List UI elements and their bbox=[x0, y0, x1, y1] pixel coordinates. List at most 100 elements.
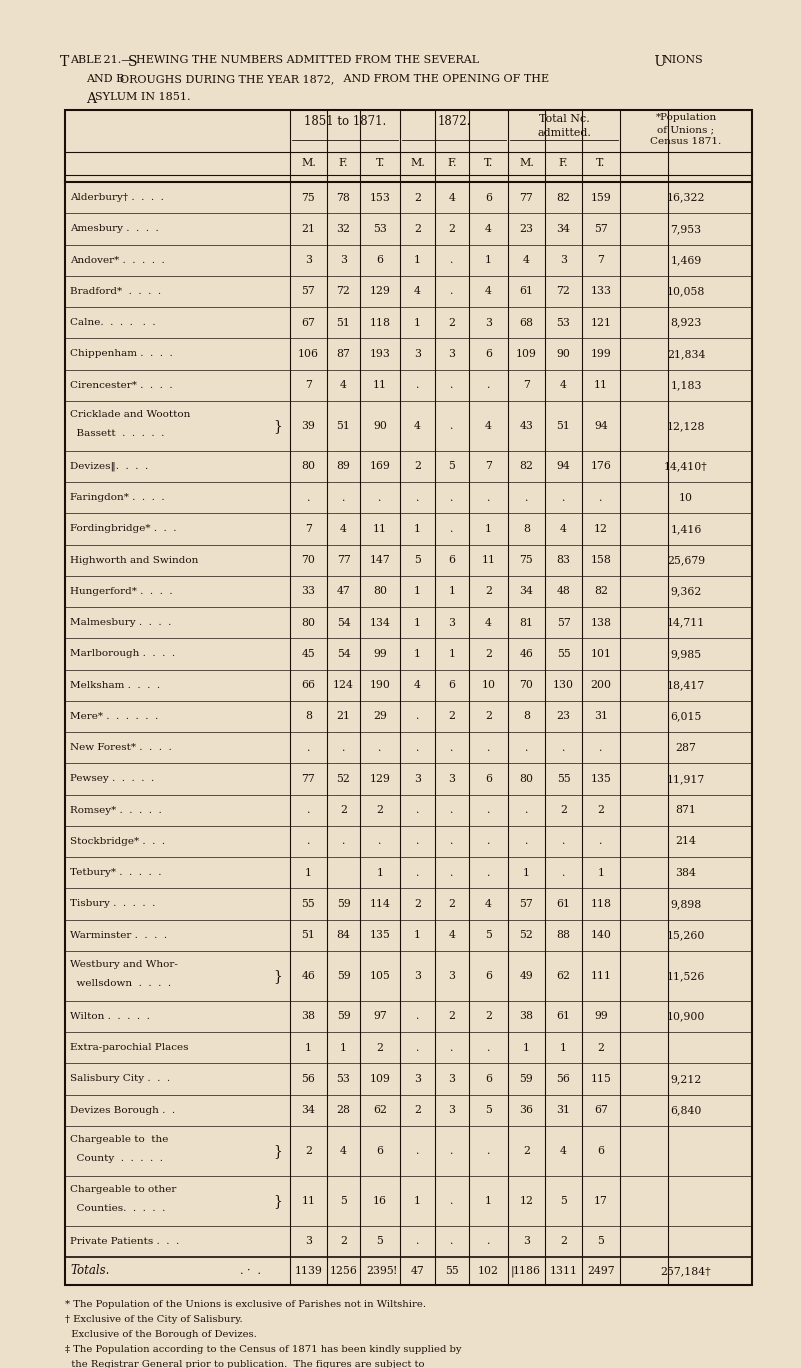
Text: 6: 6 bbox=[485, 971, 492, 981]
Text: M.: M. bbox=[519, 159, 534, 168]
Text: 109: 109 bbox=[369, 1074, 390, 1083]
Text: 11: 11 bbox=[594, 380, 608, 390]
Text: 2: 2 bbox=[376, 1042, 384, 1052]
Text: 1: 1 bbox=[414, 930, 421, 940]
Text: Romsey* .  .  .  .  .: Romsey* . . . . . bbox=[70, 806, 162, 814]
Text: .: . bbox=[378, 836, 382, 847]
Text: 114: 114 bbox=[369, 899, 390, 908]
Text: 6,015: 6,015 bbox=[670, 711, 702, 721]
Text: 38: 38 bbox=[301, 1011, 316, 1022]
Text: 6: 6 bbox=[598, 1146, 605, 1156]
Text: 90: 90 bbox=[373, 421, 387, 431]
Text: 68: 68 bbox=[520, 317, 533, 327]
Text: 2: 2 bbox=[523, 1146, 530, 1156]
Text: 3: 3 bbox=[414, 349, 421, 358]
Text: of Unions ;: of Unions ; bbox=[658, 124, 714, 134]
Text: 7: 7 bbox=[598, 254, 605, 265]
Text: 1: 1 bbox=[414, 587, 421, 596]
Text: 3: 3 bbox=[449, 971, 456, 981]
Text: .: . bbox=[450, 492, 453, 502]
Text: 66: 66 bbox=[301, 680, 316, 689]
Text: 118: 118 bbox=[369, 317, 391, 327]
Text: 4: 4 bbox=[340, 380, 347, 390]
Text: 77: 77 bbox=[302, 774, 316, 784]
Text: Highworth and Swindon: Highworth and Swindon bbox=[70, 555, 199, 565]
Text: 1: 1 bbox=[340, 1042, 347, 1052]
Text: admitted.: admitted. bbox=[537, 129, 591, 138]
Text: .: . bbox=[342, 743, 345, 752]
Text: 2: 2 bbox=[449, 1011, 456, 1022]
Text: 4: 4 bbox=[449, 930, 456, 940]
Text: T.: T. bbox=[597, 159, 606, 168]
Text: 115: 115 bbox=[590, 1074, 611, 1083]
Text: 4: 4 bbox=[340, 524, 347, 534]
Text: 53: 53 bbox=[373, 224, 387, 234]
Text: 25,679: 25,679 bbox=[667, 555, 705, 565]
Text: 3: 3 bbox=[414, 971, 421, 981]
Text: Totals.: Totals. bbox=[70, 1264, 110, 1278]
Text: Exclusive of the Borough of Devizes.: Exclusive of the Borough of Devizes. bbox=[65, 1330, 257, 1339]
Text: 57: 57 bbox=[302, 286, 316, 297]
Text: 1: 1 bbox=[598, 867, 605, 878]
Text: 99: 99 bbox=[594, 1011, 608, 1022]
Text: 1,183: 1,183 bbox=[670, 380, 702, 390]
Text: 2: 2 bbox=[485, 711, 492, 721]
Text: 3: 3 bbox=[449, 1105, 456, 1115]
Text: 2: 2 bbox=[485, 648, 492, 659]
Text: 12: 12 bbox=[520, 1196, 533, 1205]
Text: .: . bbox=[450, 1196, 453, 1205]
Text: 5: 5 bbox=[340, 1196, 347, 1205]
Text: Stockbridge* .  .  .: Stockbridge* . . . bbox=[70, 837, 165, 845]
Text: Alderbury† .  .  .  .: Alderbury† . . . . bbox=[70, 193, 164, 202]
Text: 47: 47 bbox=[411, 1265, 425, 1276]
Text: 176: 176 bbox=[590, 461, 611, 472]
Text: 1851 to 1871.: 1851 to 1871. bbox=[304, 115, 386, 129]
Text: 6: 6 bbox=[485, 1074, 492, 1083]
Text: 153: 153 bbox=[369, 193, 390, 202]
Text: Devizes Borough .  .: Devizes Borough . . bbox=[70, 1105, 175, 1115]
Text: Bassett  .  .  .  .  .: Bassett . . . . . bbox=[70, 428, 164, 438]
Text: 31: 31 bbox=[594, 711, 608, 721]
Text: AND FROM THE OPENING OF THE: AND FROM THE OPENING OF THE bbox=[340, 74, 549, 83]
Text: 31: 31 bbox=[557, 1105, 570, 1115]
Text: 61: 61 bbox=[557, 1011, 570, 1022]
Text: 2: 2 bbox=[414, 224, 421, 234]
Text: .: . bbox=[450, 254, 453, 265]
Text: Counties.  .  .  .  .: Counties. . . . . bbox=[70, 1204, 165, 1213]
Text: 4: 4 bbox=[523, 254, 530, 265]
Text: the Registrar General prior to publication.  The figures are subject to: the Registrar General prior to publicati… bbox=[65, 1360, 425, 1368]
Text: 111: 111 bbox=[590, 971, 611, 981]
Text: 3: 3 bbox=[305, 1237, 312, 1246]
Text: ABLE: ABLE bbox=[70, 55, 102, 66]
Text: F.: F. bbox=[559, 159, 568, 168]
Text: T: T bbox=[60, 55, 69, 68]
Text: 1: 1 bbox=[414, 648, 421, 659]
Text: 4: 4 bbox=[340, 1146, 347, 1156]
Text: 9,898: 9,898 bbox=[670, 899, 702, 908]
Text: 130: 130 bbox=[553, 680, 574, 689]
Text: Chargeable to  the: Chargeable to the bbox=[70, 1134, 168, 1144]
Text: Fordingbridge* .  .  .: Fordingbridge* . . . bbox=[70, 524, 176, 534]
Text: 34: 34 bbox=[557, 224, 570, 234]
Text: 101: 101 bbox=[590, 648, 611, 659]
Text: .: . bbox=[525, 743, 528, 752]
Text: 39: 39 bbox=[301, 421, 316, 431]
Text: .: . bbox=[416, 492, 419, 502]
Text: }: } bbox=[273, 1144, 282, 1157]
Text: 99: 99 bbox=[373, 648, 387, 659]
Text: 6: 6 bbox=[485, 349, 492, 358]
Text: 1: 1 bbox=[449, 648, 456, 659]
Text: 1: 1 bbox=[376, 867, 384, 878]
Text: A: A bbox=[86, 92, 96, 105]
Text: M.: M. bbox=[410, 159, 425, 168]
Text: 2: 2 bbox=[449, 317, 456, 327]
Text: .: . bbox=[450, 1146, 453, 1156]
Text: 7: 7 bbox=[485, 461, 492, 472]
Text: Cirencester* .  .  .  .: Cirencester* . . . . bbox=[70, 380, 173, 390]
Text: 80: 80 bbox=[373, 587, 387, 596]
Text: ‡ The Population according to the Census of 1871 has been kindly supplied by: ‡ The Population according to the Census… bbox=[65, 1345, 461, 1354]
Text: Marlborough .  .  .  .: Marlborough . . . . bbox=[70, 650, 175, 658]
Text: 1: 1 bbox=[305, 1042, 312, 1052]
Text: Devizes‖.  .  .  .: Devizes‖. . . . bbox=[70, 461, 148, 471]
Text: Census 1871.: Census 1871. bbox=[650, 137, 722, 146]
